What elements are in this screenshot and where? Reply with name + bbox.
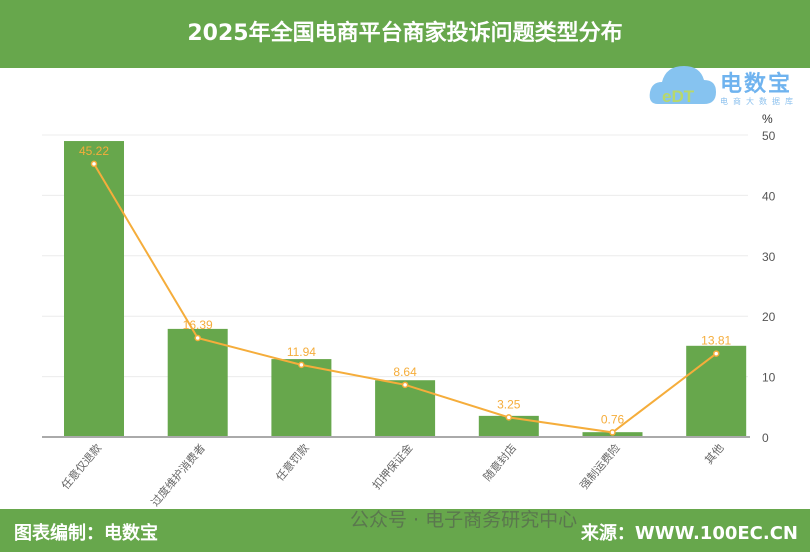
data-label: 8.64 xyxy=(393,365,417,379)
bar xyxy=(478,415,539,437)
watermark: 公众号 · 电子商务研究中心 xyxy=(350,509,578,531)
line-point xyxy=(298,361,305,369)
y-tick-label: 10 xyxy=(762,371,776,385)
y-axis-unit: % xyxy=(762,112,773,126)
x-tick-label: 扣押保证金 xyxy=(369,441,415,492)
y-tick-label: 50 xyxy=(762,129,776,143)
bar xyxy=(167,328,228,437)
line-point xyxy=(90,160,98,168)
logo-text: 电数宝 xyxy=(720,72,793,97)
x-tick-label: 任意罚款 xyxy=(273,441,312,484)
data-label: 0.76 xyxy=(601,412,625,426)
data-label: 45.22 xyxy=(79,144,109,158)
data-label: 13.81 xyxy=(701,334,731,348)
y-tick-label: 0 xyxy=(762,431,769,445)
line-point xyxy=(401,381,409,389)
x-tick-label: 过度维护消费者 xyxy=(148,441,208,509)
cloud-logo-icon: eDT xyxy=(649,66,716,106)
x-tick-label: 其他 xyxy=(702,442,726,467)
bar xyxy=(64,141,124,438)
bar xyxy=(686,345,747,437)
bar xyxy=(271,359,332,437)
y-tick-label: 20 xyxy=(762,310,776,324)
data-label: 16.39 xyxy=(183,318,213,332)
chart: 0 10 20 30 40 50% 45.22 16.39 11.94 8.64 3.25 0.76 1… xyxy=(42,112,776,509)
footer: 图表编制：电数宝 公众号 · 电子商务研究中心 来源：WWW.100EC.CN xyxy=(0,509,810,552)
source-text: 来源：WWW.100EC.CN xyxy=(580,523,798,544)
data-label: 11.94 xyxy=(287,345,316,359)
line-point xyxy=(712,350,720,357)
chart-title: 2025年全国电商平台商家投诉问题类型分布 xyxy=(0,0,810,68)
bar xyxy=(375,380,436,437)
x-tick-label: 强制运费险 xyxy=(577,441,623,492)
line-point xyxy=(194,334,201,342)
x-tick-label: 随意封店 xyxy=(480,441,519,484)
line-point xyxy=(609,429,616,436)
y-tick-label: 40 xyxy=(762,189,776,203)
logo-subtitle: 电商大数据库 xyxy=(720,97,798,106)
svg-text:eDT: eDT xyxy=(662,87,695,106)
credit-text: 图表编制：电数宝 xyxy=(14,523,158,544)
y-tick-label: 30 xyxy=(762,250,776,264)
x-tick-label: 任意仅退款 xyxy=(58,441,104,492)
data-label: 3.25 xyxy=(497,397,521,411)
line-point xyxy=(505,414,513,421)
logo: eDT 电数宝 电商大数据库 xyxy=(648,58,808,110)
